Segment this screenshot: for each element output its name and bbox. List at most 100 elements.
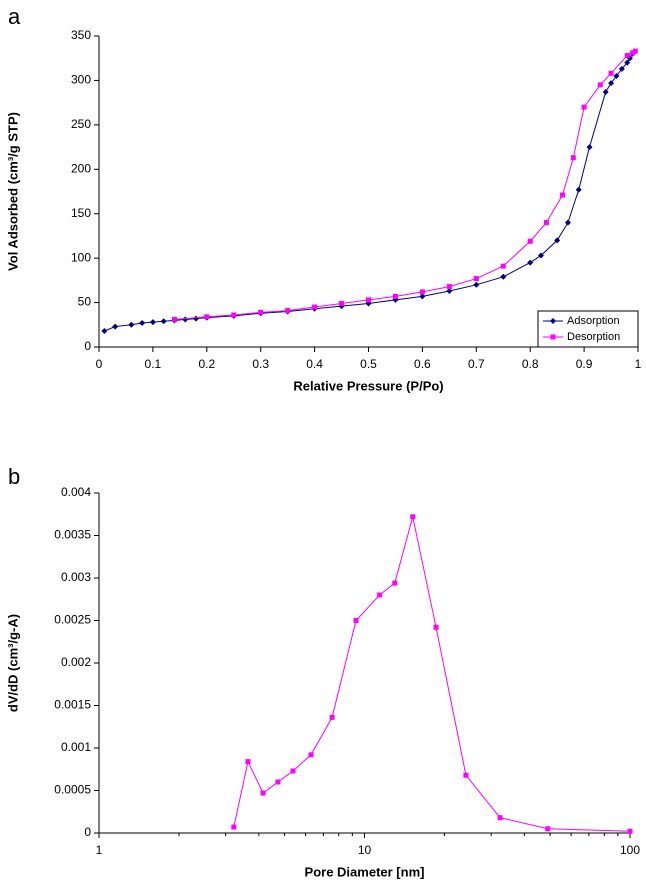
marker xyxy=(433,624,439,630)
marker xyxy=(597,82,603,88)
y-tick-label: 0.001 xyxy=(61,740,91,754)
marker xyxy=(570,155,576,161)
marker xyxy=(101,328,108,335)
marker xyxy=(630,50,636,56)
marker xyxy=(618,65,625,72)
y-tick-label: 350 xyxy=(71,28,91,42)
marker xyxy=(260,790,266,796)
x-tick-label: 0.2 xyxy=(198,357,215,371)
x-tick-label: 0.9 xyxy=(576,357,593,371)
marker xyxy=(329,714,335,720)
y-axis-title: Vol Adsorbed (cm³/g STP) xyxy=(5,112,20,271)
marker xyxy=(410,514,416,520)
series-line xyxy=(174,50,636,320)
y-tick-label: 0.0005 xyxy=(54,783,91,797)
marker xyxy=(112,323,119,330)
marker xyxy=(231,312,237,318)
x-tick-label: 0 xyxy=(96,357,103,371)
marker xyxy=(632,48,638,54)
marker xyxy=(419,293,426,300)
marker xyxy=(193,315,200,322)
marker xyxy=(575,186,582,193)
marker xyxy=(353,618,359,623)
marker xyxy=(586,144,593,151)
y-tick-label: 0.003 xyxy=(61,570,91,584)
x-tick-label: 1 xyxy=(635,357,642,371)
x-tick-label: 100 xyxy=(620,843,640,857)
y-tick-label: 0 xyxy=(84,825,91,839)
marker xyxy=(550,334,556,340)
y-tick-label: 0.002 xyxy=(61,655,91,669)
x-tick-label: 0.4 xyxy=(306,357,323,371)
marker xyxy=(245,759,251,765)
marker xyxy=(419,289,425,295)
marker xyxy=(624,59,631,66)
marker xyxy=(608,70,614,76)
marker xyxy=(608,80,615,87)
marker xyxy=(308,752,314,758)
panel-label: a xyxy=(8,4,21,29)
marker xyxy=(182,316,189,323)
marker xyxy=(312,304,318,310)
marker xyxy=(627,828,633,834)
marker xyxy=(128,321,135,328)
marker xyxy=(377,592,383,598)
marker xyxy=(545,826,551,832)
marker xyxy=(171,316,177,322)
marker xyxy=(446,288,453,295)
x-tick-label: 0.3 xyxy=(252,357,269,371)
y-tick-label: 150 xyxy=(71,206,91,220)
y-tick-label: 0.0015 xyxy=(54,698,91,712)
marker xyxy=(537,252,544,259)
marker xyxy=(602,88,609,95)
marker xyxy=(204,314,210,320)
marker xyxy=(473,281,480,288)
marker xyxy=(554,237,561,244)
marker xyxy=(446,284,452,290)
marker xyxy=(366,297,371,303)
x-tick-label: 0.5 xyxy=(360,357,377,371)
y-tick-label: 0.004 xyxy=(61,485,91,499)
marker xyxy=(613,72,620,79)
marker xyxy=(550,318,556,324)
marker xyxy=(473,276,479,282)
marker xyxy=(527,238,533,244)
marker xyxy=(258,309,264,315)
y-axis-title: dV/dD (cm³/g-A) xyxy=(5,614,20,712)
marker xyxy=(275,779,281,785)
marker xyxy=(160,318,167,325)
marker xyxy=(392,293,398,299)
x-tick-label: 0.8 xyxy=(522,357,539,371)
marker xyxy=(285,308,291,314)
marker xyxy=(392,580,398,586)
x-tick-label: 1 xyxy=(96,843,103,857)
marker xyxy=(149,319,156,326)
marker xyxy=(231,824,237,830)
y-tick-label: 250 xyxy=(71,117,91,131)
y-tick-label: 300 xyxy=(71,73,91,87)
marker xyxy=(290,768,296,774)
marker xyxy=(497,815,503,821)
y-tick-label: 0.0025 xyxy=(54,613,91,627)
marker xyxy=(339,300,345,306)
marker xyxy=(500,273,507,280)
y-tick-label: 100 xyxy=(71,250,91,264)
x-tick-label: 0.6 xyxy=(414,357,431,371)
y-tick-label: 200 xyxy=(71,161,91,175)
marker xyxy=(581,104,587,110)
marker xyxy=(463,772,469,778)
y-tick-label: 50 xyxy=(78,295,92,309)
x-axis-title: Pore Diameter [nm] xyxy=(305,864,425,879)
y-tick-label: 0.0035 xyxy=(54,528,91,542)
marker xyxy=(543,220,549,226)
x-tick-label: 0.7 xyxy=(468,357,485,371)
series-line xyxy=(233,516,631,832)
x-tick-label: 0.1 xyxy=(145,357,162,371)
marker xyxy=(500,263,506,269)
series-line xyxy=(104,53,634,332)
x-tick-label: 10 xyxy=(358,843,372,857)
marker xyxy=(564,219,571,226)
x-axis-title: Relative Pressure (P/Po) xyxy=(293,378,443,393)
y-tick-label: 0 xyxy=(84,339,91,353)
